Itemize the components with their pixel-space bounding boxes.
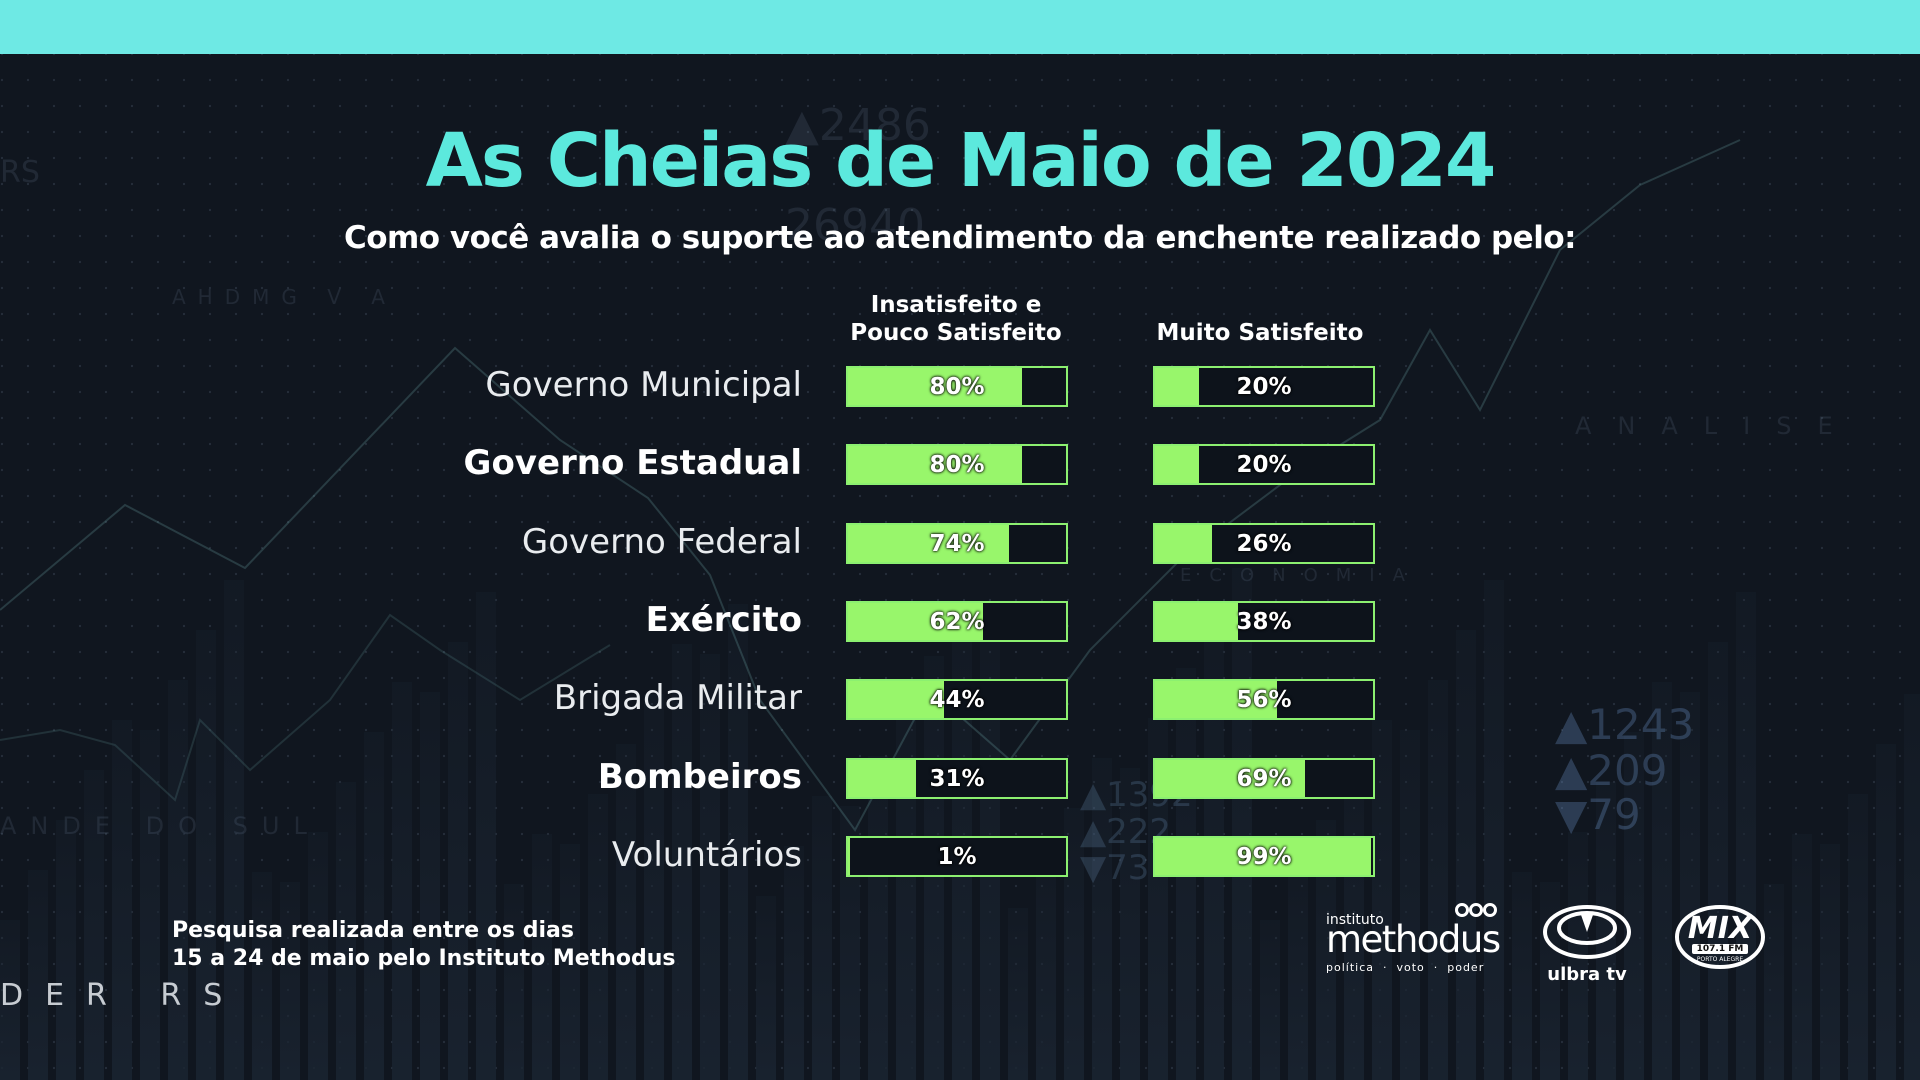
- bar-value-label: 69%: [1236, 765, 1292, 792]
- bar-insatisfeito: 74%: [846, 523, 1068, 564]
- category-label: Governo Estadual: [463, 443, 802, 483]
- bar-fill: [848, 838, 851, 875]
- bar-value-label: 80%: [929, 373, 985, 400]
- infinity-icon: [1455, 903, 1497, 917]
- bar-fill: [1155, 760, 1306, 797]
- page-title: As Cheias de Maio de 2024: [425, 118, 1497, 204]
- bar-insatisfeito: 1%: [846, 836, 1068, 877]
- bar-muito-satisfeito: 38%: [1153, 601, 1375, 642]
- bar-muito-satisfeito: 20%: [1153, 444, 1375, 485]
- header-insatisfeito: Insatisfeito e Pouco Satisfeito: [836, 291, 1076, 347]
- bar-muito-satisfeito: 56%: [1153, 679, 1375, 720]
- top-accent-bar: [0, 0, 1920, 54]
- bar-value-label: 1%: [937, 843, 977, 870]
- bar-insatisfeito: 31%: [846, 758, 1068, 799]
- bar-fill: [848, 525, 1010, 562]
- bar-value-label: 74%: [929, 530, 985, 557]
- category-label: Voluntários: [611, 835, 802, 875]
- bar-muito-satisfeito: 69%: [1153, 758, 1375, 799]
- ulbra-tv-logo: ulbra tv: [1540, 902, 1634, 985]
- category-label: Governo Federal: [521, 522, 802, 562]
- bar-fill: [1155, 446, 1199, 483]
- bar-muito-satisfeito: 99%: [1153, 836, 1375, 877]
- mix-text: MIX: [1687, 911, 1753, 946]
- footnote-line2: 15 a 24 de maio pelo Instituto Methodus: [172, 946, 676, 971]
- bar-value-label: 26%: [1236, 530, 1292, 557]
- bar-muito-satisfeito: 26%: [1153, 523, 1375, 564]
- ulbra-text: ulbra tv: [1547, 964, 1627, 985]
- bar-value-label: 80%: [929, 451, 985, 478]
- bar-fill: [848, 681, 944, 718]
- question-subtitle: Como você avalia o suporte ao atendiment…: [343, 220, 1577, 256]
- mix-badge-icon: [1675, 905, 1765, 969]
- bar-insatisfeito: 62%: [846, 601, 1068, 642]
- bar-value-label: 20%: [1236, 451, 1292, 478]
- header-muito-satisfeito: Muito Satisfeito: [1140, 319, 1380, 347]
- footnote-line1: Pesquisa realizada entre os dias: [172, 918, 574, 943]
- survey-footnote: Pesquisa realizada entre os dias 15 a 24…: [172, 917, 676, 973]
- category-label: Bombeiros: [597, 757, 802, 797]
- bar-fill: [848, 760, 916, 797]
- methodus-small: instituto: [1326, 912, 1384, 928]
- header-muito-satisfeito-line1: Muito Satisfeito: [1156, 320, 1364, 346]
- bar-insatisfeito: 44%: [846, 679, 1068, 720]
- background-decoration: [0, 54, 1920, 1080]
- bar-insatisfeito: 80%: [846, 366, 1068, 407]
- bar-value-label: 56%: [1236, 686, 1292, 713]
- bar-insatisfeito: 80%: [846, 444, 1068, 485]
- bar-fill: [848, 368, 1023, 405]
- mix-fm-logo: MIX 107.1 FM PORTO ALEGRE: [1674, 904, 1766, 970]
- category-label: Brigada Militar: [553, 678, 802, 718]
- header-insatisfeito-line2: Pouco Satisfeito: [850, 320, 1062, 346]
- methodus-main: methodus: [1326, 918, 1501, 961]
- bar-value-label: 99%: [1236, 843, 1292, 870]
- ulbra-emblem-icon: [1543, 905, 1631, 959]
- bar-fill: [848, 446, 1023, 483]
- bar-fill: [1155, 838, 1371, 875]
- methodus-tagline: política · voto · poder: [1326, 961, 1485, 974]
- mix-frequency: 107.1 FM: [1692, 944, 1748, 954]
- bar-value-label: 31%: [929, 765, 985, 792]
- bar-fill: [1155, 603, 1238, 640]
- bar-fill: [1155, 368, 1199, 405]
- bar-value-label: 20%: [1236, 373, 1292, 400]
- category-label: Governo Municipal: [485, 365, 802, 405]
- bar-value-label: 62%: [929, 608, 985, 635]
- bar-value-label: 38%: [1236, 608, 1292, 635]
- category-label: Exército: [645, 600, 802, 640]
- bar-muito-satisfeito: 20%: [1153, 366, 1375, 407]
- bar-fill: [848, 603, 984, 640]
- bar-fill: [1155, 681, 1278, 718]
- mix-city: PORTO ALEGRE: [1696, 956, 1744, 963]
- header-insatisfeito-line1: Insatisfeito e: [870, 292, 1042, 318]
- bar-fill: [1155, 525, 1212, 562]
- bar-value-label: 44%: [929, 686, 985, 713]
